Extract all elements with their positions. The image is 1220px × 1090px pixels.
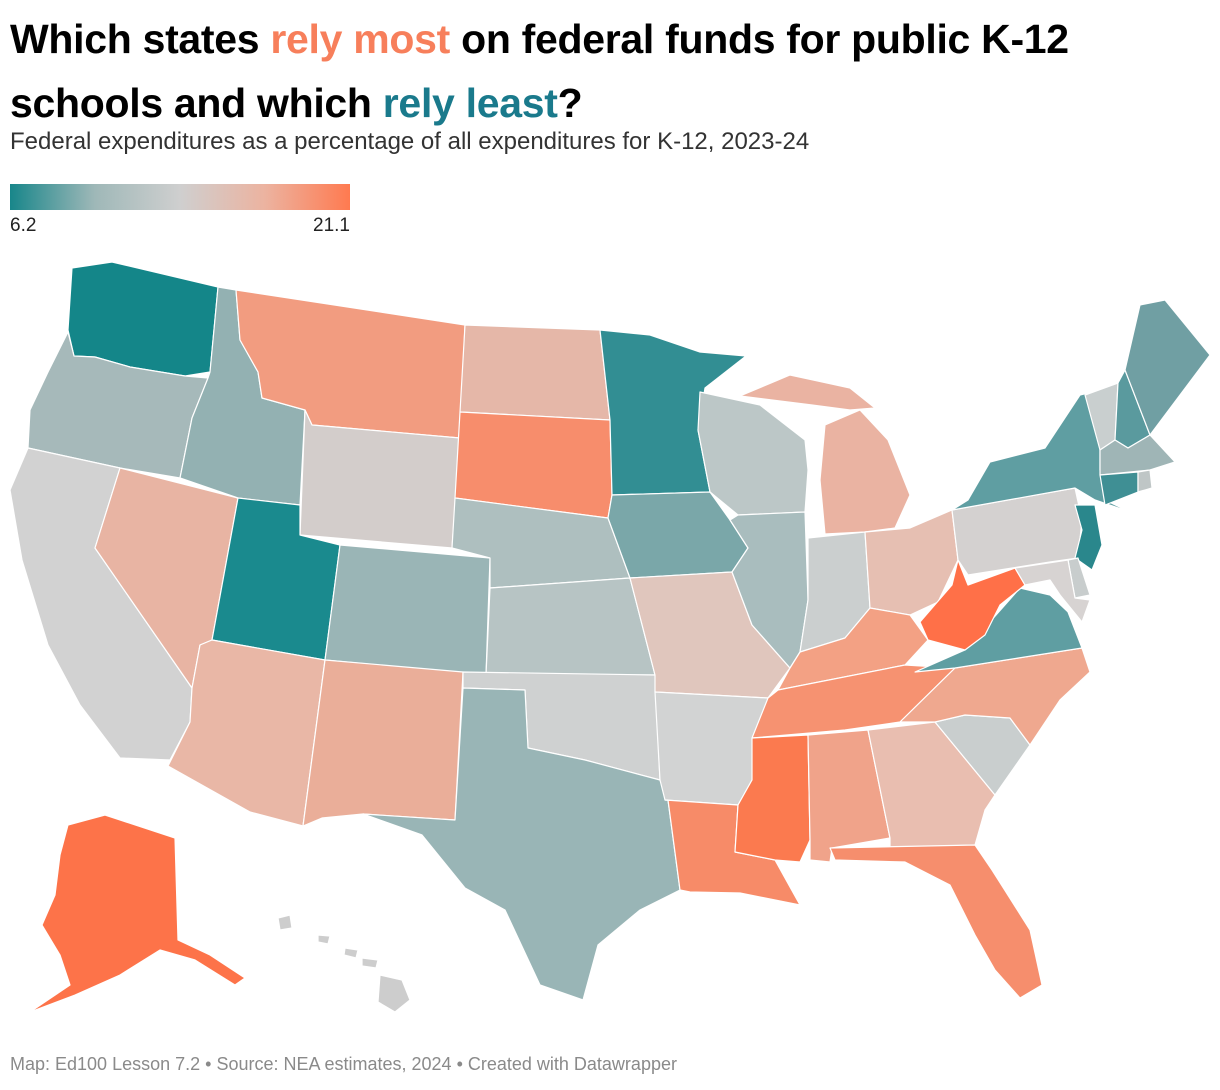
state-WY[interactable] [299, 409, 461, 549]
state-TN[interactable] [751, 664, 956, 739]
state-TX[interactable] [362, 687, 681, 1001]
state-KS[interactable] [485, 577, 656, 676]
state-NJ[interactable] [1074, 504, 1103, 571]
chart-title: Which states rely most on federal funds … [10, 8, 1200, 135]
state-WI[interactable] [697, 391, 809, 516]
title-part2: on federal funds for public K-12 schools… [10, 16, 1069, 126]
title-part1: Which states [10, 16, 271, 62]
state-CT[interactable] [1099, 471, 1139, 506]
state-CO[interactable] [324, 544, 491, 676]
chart-footer: Map: Ed100 Lesson 7.2 • Source: NEA esti… [10, 1054, 677, 1074]
state-ND[interactable] [459, 324, 611, 421]
state-HI[interactable] [277, 914, 411, 1013]
legend-gradient-bar [10, 184, 350, 210]
legend-labels: 6.2 21.1 [10, 215, 350, 237]
state-NM[interactable] [302, 659, 464, 827]
state-FL[interactable] [829, 844, 1043, 999]
state-RI[interactable] [1137, 469, 1153, 493]
state-MI[interactable] [739, 374, 911, 535]
title-highlight-most: rely most [270, 16, 450, 62]
legend-min-label: 6.2 [10, 215, 37, 236]
chart-subtitle: Federal expenditures as a percentage of … [10, 128, 810, 155]
color-legend: 6.2 21.1 [10, 184, 350, 237]
state-MD[interactable] [1014, 559, 1091, 623]
title-part3: ? [557, 79, 583, 126]
us-choropleth-map [9, 261, 1211, 1013]
title-highlight-least: rely least [382, 79, 558, 126]
state-AK[interactable] [29, 814, 246, 1013]
state-IL[interactable] [729, 511, 809, 669]
legend-max-label: 21.1 [313, 215, 350, 236]
